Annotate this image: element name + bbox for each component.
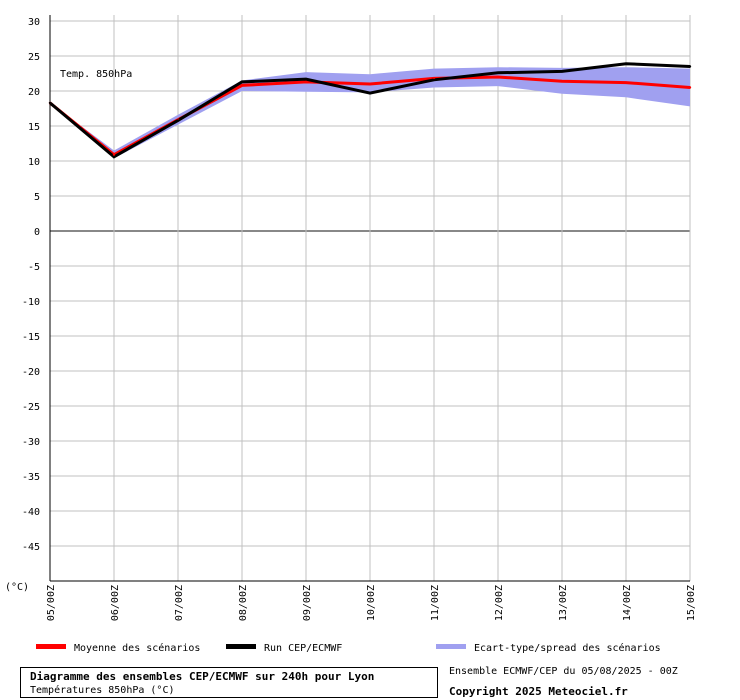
point-mean bbox=[624, 81, 628, 84]
point-mean bbox=[688, 86, 692, 89]
chart-title-box: Diagramme des ensembles CEP/ECMWF sur 24… bbox=[20, 667, 438, 698]
legend: Moyenne des scénarios Run CEP/ECMWF Ecart-… bbox=[36, 642, 661, 654]
y-tick-label: -40 bbox=[22, 507, 40, 518]
y-tick-label: 10 bbox=[28, 157, 40, 168]
x-tick-label: 10/00Z bbox=[366, 585, 377, 621]
y-tick-label: 15 bbox=[28, 122, 40, 133]
point-mean bbox=[304, 80, 308, 84]
x-tick-label: 07/00Z bbox=[174, 585, 185, 621]
y-tick-label: -35 bbox=[22, 472, 40, 483]
point-run bbox=[368, 91, 372, 95]
y-tick-label: -10 bbox=[22, 297, 40, 308]
point-mean bbox=[240, 84, 244, 87]
y-tick-label: 30 bbox=[28, 17, 40, 28]
series-points bbox=[48, 62, 692, 158]
run-info: Ensemble ECMWF/CEP du 05/08/2025 - 00Z bbox=[449, 666, 678, 677]
point-mean bbox=[112, 153, 116, 156]
y-axis-labels: 30 25 20 15 10 5 0 -5 -10 -15 -20 -25 -30 -35 -40 -45 bbox=[22, 17, 40, 553]
x-tick-label: 15/00Z bbox=[686, 585, 697, 621]
y-tick-label: 5 bbox=[34, 192, 40, 203]
point-run bbox=[304, 77, 308, 81]
legend-label: Ecart-type/spread des scénarios bbox=[474, 642, 661, 654]
y-tick-label: -5 bbox=[28, 262, 40, 273]
point-mean bbox=[368, 82, 372, 86]
x-tick-label: 05/00Z bbox=[46, 585, 57, 621]
x-tick-label: 14/00Z bbox=[622, 585, 633, 621]
point-run bbox=[624, 62, 628, 65]
point-run bbox=[432, 78, 436, 82]
x-tick-label: 11/00Z bbox=[430, 585, 441, 621]
y-unit-label: (°C) bbox=[5, 582, 29, 593]
x-tick-label: 06/00Z bbox=[110, 585, 121, 621]
ensemble-chart: 30 25 20 15 10 5 0 -5 -10 -15 -20 -25 -30 -35 -40 -45 0… bbox=[5, 15, 697, 654]
copyright: Copyright 2025 Meteociel.fr bbox=[449, 685, 628, 698]
point-mean bbox=[496, 75, 500, 79]
point-mean bbox=[560, 80, 564, 83]
x-tick-label: 08/00Z bbox=[238, 585, 249, 621]
y-tick-label: -45 bbox=[22, 542, 40, 553]
x-tick-label: 12/00Z bbox=[494, 585, 505, 621]
y-tick-label: -25 bbox=[22, 402, 40, 413]
legend-swatch bbox=[226, 644, 256, 649]
x-axis-labels: 05/00Z 06/00Z 07/00Z 08/00Z 09/00Z 10/00Z 11/0… bbox=[46, 585, 697, 621]
chart-subtitle: Températures 850hPa (°C) bbox=[30, 685, 175, 696]
point-run bbox=[688, 65, 692, 68]
chart-annotation: Temp. 850hPa bbox=[60, 69, 132, 80]
y-tick-label: -20 bbox=[22, 367, 40, 378]
x-tick-label: 13/00Z bbox=[558, 585, 569, 621]
point-run bbox=[48, 101, 52, 105]
chart-title: Diagramme des ensembles CEP/ECMWF sur 24… bbox=[30, 670, 375, 683]
x-tick-label: 09/00Z bbox=[302, 585, 313, 621]
point-run bbox=[496, 71, 500, 75]
legend-label: Run CEP/ECMWF bbox=[264, 643, 342, 654]
y-tick-label: -30 bbox=[22, 437, 40, 448]
legend-swatch bbox=[436, 644, 466, 649]
point-run bbox=[240, 80, 244, 84]
y-tick-label: 0 bbox=[34, 227, 40, 238]
legend-label: Moyenne des scénarios bbox=[74, 642, 200, 654]
y-tick-label: 25 bbox=[28, 52, 40, 63]
spread-band bbox=[50, 67, 690, 159]
y-tick-label: -15 bbox=[22, 332, 40, 343]
y-tick-label: 20 bbox=[28, 87, 40, 98]
grid bbox=[49, 15, 691, 582]
point-run bbox=[176, 119, 180, 122]
legend-swatch bbox=[36, 644, 66, 649]
point-run bbox=[112, 155, 116, 158]
point-run bbox=[560, 70, 564, 73]
